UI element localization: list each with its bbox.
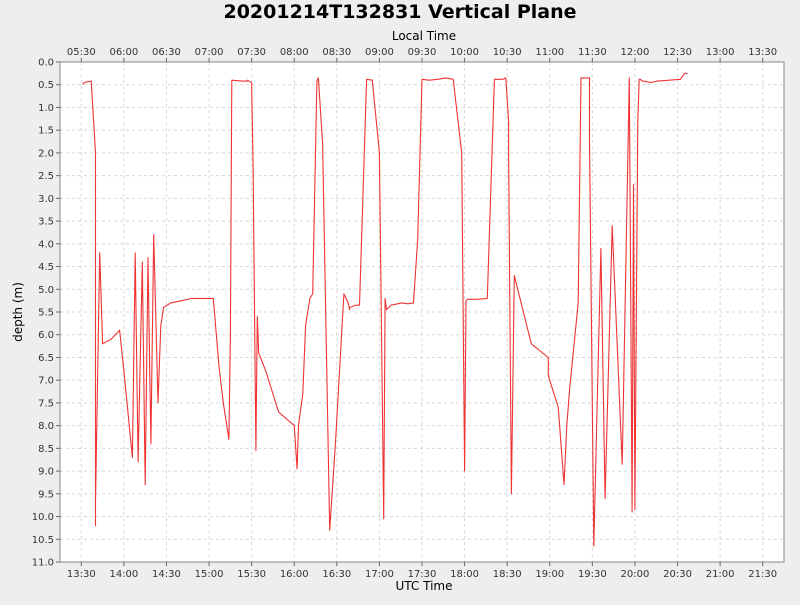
top-tick-label: 09:30 (408, 47, 437, 58)
top-tick-label: 13:30 (748, 47, 777, 58)
top-tick-label: 06:30 (152, 47, 181, 58)
x-tick-label: 20:00 (621, 569, 650, 580)
chart-title: 20201214T132831 Vertical Plane (223, 1, 576, 23)
top-tick-label: 08:30 (322, 47, 351, 58)
tick-layer: 0.0 0.5 1.0 1.5 2.0 2.5 3.0 3.5 4.0 4.5 5.0 5.5 6.0 6… (32, 47, 777, 580)
x-tick-label: 14:00 (109, 569, 138, 580)
y-tick-label: 8.5 (38, 444, 54, 455)
y-tick-label: 11.0 (32, 558, 54, 569)
x-tick-label: 16:00 (280, 569, 309, 580)
grid-lines (60, 61, 784, 563)
y-tick-label: 4.0 (38, 239, 54, 250)
top-tick-label: 07:30 (237, 47, 266, 58)
x-tick-label: 13:30 (67, 569, 96, 580)
top-tick-label: 10:30 (493, 47, 522, 58)
y-tick-label: 2.0 (38, 148, 54, 159)
y-tick-label: 7.5 (38, 398, 54, 409)
x-tick-label: 17:30 (408, 569, 437, 580)
depth-series-line (82, 72, 688, 547)
y-tick-label: 0.0 (38, 58, 54, 69)
y-tick-label: 6.0 (38, 330, 54, 341)
y-tick-label: 9.5 (38, 489, 54, 500)
y-tick-label: 2.5 (38, 171, 54, 182)
y-axis-label: depth (m) (11, 282, 25, 342)
top-tick-label: 12:30 (663, 47, 692, 58)
series-layer (82, 72, 688, 547)
y-tick-label: 0.5 (38, 80, 54, 91)
top-tick-label: 11:00 (535, 47, 564, 58)
x-tick-label: 16:30 (322, 569, 351, 580)
top-tick-label: 05:30 (67, 47, 96, 58)
y-tick-label: 5.0 (38, 285, 54, 296)
top-tick-label: 13:00 (706, 47, 735, 58)
y-tick-label: 8.0 (38, 421, 54, 432)
top-tick-label: 09:00 (365, 47, 394, 58)
x-axis-label: UTC Time (396, 579, 453, 593)
y-tick-label: 4.5 (38, 262, 54, 273)
x-tick-label: 20:30 (663, 569, 692, 580)
x-tick-label: 19:00 (535, 569, 564, 580)
y-tick-label: 3.5 (38, 217, 54, 228)
y-tick-label: 9.0 (38, 467, 54, 478)
x-tick-label: 21:00 (706, 569, 735, 580)
x-tick-label: 18:00 (450, 569, 479, 580)
y-tick-label: 10.5 (32, 535, 54, 546)
top-tick-label: 11:30 (578, 47, 607, 58)
y-tick-label: 7.0 (38, 376, 54, 387)
top-tick-label: 08:00 (280, 47, 309, 58)
y-tick-label: 1.5 (38, 126, 54, 137)
x-tick-label: 17:00 (365, 569, 394, 580)
top-tick-label: 07:00 (195, 47, 224, 58)
y-tick-label: 10.0 (32, 512, 54, 523)
y-tick-label: 6.5 (38, 353, 54, 364)
x-tick-label: 15:00 (195, 569, 224, 580)
top-axis-label: Local Time (392, 29, 456, 43)
top-tick-label: 10:00 (450, 47, 479, 58)
x-tick-label: 15:30 (237, 569, 266, 580)
x-tick-label: 19:30 (578, 569, 607, 580)
top-tick-label: 12:00 (621, 47, 650, 58)
y-tick-label: 3.0 (38, 194, 54, 205)
top-tick-label: 06:00 (109, 47, 138, 58)
x-tick-label: 18:30 (493, 569, 522, 580)
x-tick-label: 21:30 (748, 569, 777, 580)
x-tick-label: 14:30 (152, 569, 181, 580)
y-tick-label: 5.5 (38, 308, 54, 319)
y-tick-label: 1.0 (38, 103, 54, 114)
